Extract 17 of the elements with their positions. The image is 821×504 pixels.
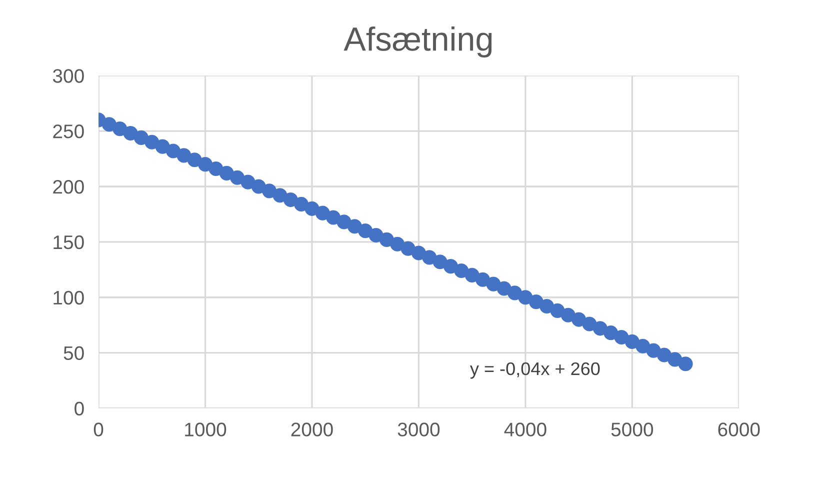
x-tick-label: 0: [94, 422, 104, 436]
y-tick-label: 300: [52, 69, 84, 83]
chart-title: Afsætning: [344, 26, 492, 58]
x-tick-label: 3000: [398, 422, 440, 436]
y-tick-label: 150: [54, 235, 84, 250]
x-tick-label: 2000: [291, 422, 333, 436]
y-tick-label: 0: [74, 402, 84, 416]
x-tick-label: 6000: [718, 422, 760, 436]
y-tick-label: 250: [53, 124, 84, 138]
x-tick-label: 4000: [504, 422, 546, 436]
y-tick-label: 100: [54, 290, 84, 305]
y-tick-label: 50: [64, 346, 84, 360]
y-tick-label: 200: [53, 180, 84, 194]
annotation: y = -0,04x + 260: [470, 362, 600, 379]
point: [678, 356, 693, 372]
x-tick-label: 1000: [185, 422, 226, 436]
x-tick-label: 5000: [611, 422, 654, 436]
